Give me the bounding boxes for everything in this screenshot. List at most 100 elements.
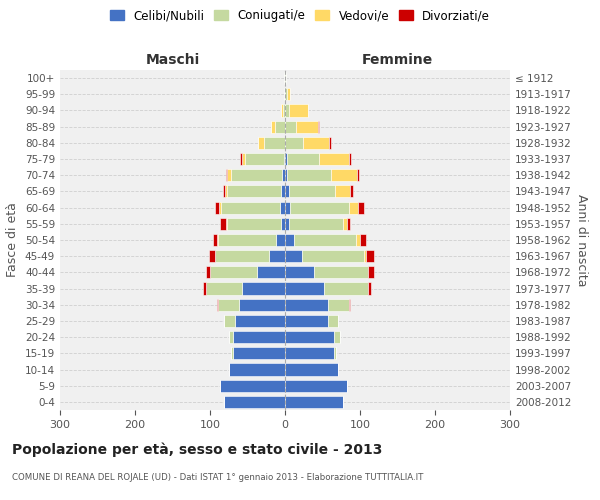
Bar (290, 202, 349, 213)
Bar (239, 298, 285, 311)
Bar (287, 169, 331, 181)
Bar (335, 186, 350, 198)
Bar (285, 186, 289, 198)
Bar (284, 72, 285, 84)
Bar (217, 234, 218, 246)
Bar (343, 218, 347, 230)
Bar (241, 282, 285, 294)
Bar (285, 218, 289, 230)
Bar (215, 202, 219, 213)
Bar (367, 282, 371, 294)
Bar (358, 202, 364, 213)
Bar (285, 364, 337, 376)
Bar (328, 298, 349, 311)
Bar (213, 234, 217, 246)
Bar (282, 169, 285, 181)
Bar (287, 88, 290, 101)
Bar (285, 298, 328, 311)
Bar (285, 169, 287, 181)
Text: Popolazione per età, sesso e stato civile - 2013: Popolazione per età, sesso e stato civil… (12, 442, 382, 457)
Bar (285, 266, 314, 278)
Bar (218, 234, 276, 246)
Bar (314, 266, 367, 278)
Bar (285, 250, 302, 262)
Bar (220, 380, 285, 392)
Bar (367, 266, 373, 278)
Text: Femmine: Femmine (362, 53, 433, 67)
Bar (285, 202, 290, 213)
Bar (285, 234, 294, 246)
Bar (240, 153, 241, 165)
Bar (226, 218, 227, 230)
Bar (258, 137, 264, 149)
Bar (220, 218, 226, 230)
Bar (318, 120, 319, 132)
Bar (324, 282, 367, 294)
Bar (285, 282, 324, 294)
Bar (329, 137, 331, 149)
Bar (231, 169, 282, 181)
Bar (223, 396, 285, 408)
Bar (319, 153, 349, 165)
Legend: Celibi/Nubili, Coniugati/e, Vedovi/e, Divorziati/e: Celibi/Nubili, Coniugati/e, Vedovi/e, Di… (106, 6, 494, 26)
Y-axis label: Anni di nascita: Anni di nascita (575, 194, 588, 286)
Bar (281, 186, 285, 198)
Bar (227, 169, 231, 181)
Bar (364, 250, 366, 262)
Bar (218, 298, 239, 311)
Bar (285, 331, 334, 343)
Bar (229, 364, 285, 376)
Bar (210, 266, 257, 278)
Bar (285, 88, 287, 101)
Bar (231, 348, 233, 360)
Bar (264, 137, 285, 149)
Bar (289, 104, 308, 117)
Bar (328, 315, 338, 327)
Bar (225, 186, 227, 198)
Y-axis label: Fasce di età: Fasce di età (7, 202, 19, 278)
Bar (296, 120, 318, 132)
Bar (203, 282, 205, 294)
Bar (215, 250, 269, 262)
Bar (357, 169, 359, 181)
Bar (347, 218, 350, 230)
Bar (271, 120, 275, 132)
Bar (284, 88, 285, 101)
Bar (285, 72, 286, 84)
Bar (280, 202, 285, 213)
Bar (285, 348, 334, 360)
Bar (221, 202, 280, 213)
Bar (245, 153, 284, 165)
Bar (219, 202, 221, 213)
Bar (302, 250, 364, 262)
Bar (334, 348, 336, 360)
Bar (281, 218, 285, 230)
Bar (334, 331, 340, 343)
Bar (285, 315, 328, 327)
Bar (285, 137, 303, 149)
Bar (229, 331, 233, 343)
Bar (289, 218, 343, 230)
Bar (284, 153, 285, 165)
Bar (303, 137, 329, 149)
Bar (275, 120, 285, 132)
Bar (283, 104, 285, 117)
Bar (285, 120, 296, 132)
Bar (235, 315, 285, 327)
Bar (233, 331, 285, 343)
Bar (285, 104, 289, 117)
Bar (276, 234, 285, 246)
Bar (269, 250, 285, 262)
Bar (224, 315, 235, 327)
Bar (223, 186, 225, 198)
Bar (257, 266, 285, 278)
Bar (349, 298, 350, 311)
Bar (331, 169, 357, 181)
Bar (349, 202, 358, 213)
Bar (217, 298, 218, 311)
Text: Maschi: Maschi (145, 53, 200, 67)
Bar (294, 234, 356, 246)
Bar (226, 169, 227, 181)
Text: COMUNE DI REANA DEL ROJALE (UD) - Dati ISTAT 1° gennaio 2013 - Elaborazione TUTT: COMUNE DI REANA DEL ROJALE (UD) - Dati I… (12, 472, 424, 482)
Bar (233, 348, 285, 360)
